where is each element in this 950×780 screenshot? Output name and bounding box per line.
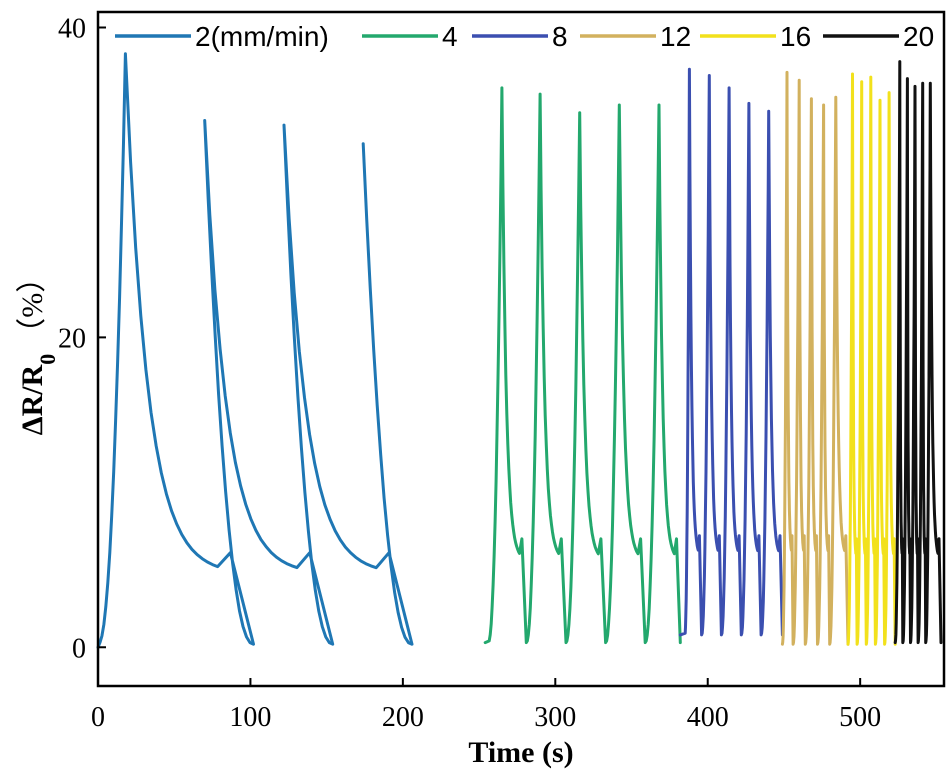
x-tick-label: 0 bbox=[91, 702, 105, 733]
y-axis-title-unit: （%） bbox=[16, 263, 49, 348]
x-tick-label: 100 bbox=[229, 702, 271, 733]
series-line bbox=[678, 67, 784, 637]
series-line bbox=[483, 86, 682, 645]
legend: 2(mm/min) 4 8 12 16 20 bbox=[115, 21, 934, 52]
series-line bbox=[846, 72, 897, 646]
series-line bbox=[780, 70, 850, 646]
legend-label: 12 bbox=[660, 21, 691, 52]
x-tick-label: 400 bbox=[687, 702, 729, 733]
series-line bbox=[96, 52, 414, 649]
y-axis-title-subscript: 0 bbox=[35, 354, 60, 365]
y-axis-title-main: ΔR/R bbox=[16, 364, 49, 435]
plot-lines bbox=[96, 52, 943, 649]
y-axis-title: ΔR/R0 （%） bbox=[16, 263, 60, 435]
x-axis-title: Time (s) bbox=[468, 736, 573, 769]
plot-frame bbox=[96, 10, 946, 688]
series-line bbox=[893, 60, 943, 645]
y-tick-label: 0 bbox=[72, 633, 86, 664]
y-tick-label: 20 bbox=[58, 323, 86, 354]
legend-label: 20 bbox=[903, 21, 934, 52]
y-tick-label: 40 bbox=[58, 13, 86, 44]
legend-label: 2(mm/min) bbox=[195, 21, 329, 52]
legend-label: 16 bbox=[780, 21, 811, 52]
legend-label: 8 bbox=[552, 21, 568, 52]
x-tick-label: 500 bbox=[839, 702, 881, 733]
legend-label: 4 bbox=[442, 21, 458, 52]
axis-ticks: 0 100 200 300 400 500 0 20 40 bbox=[58, 13, 881, 733]
x-tick-label: 300 bbox=[534, 702, 576, 733]
x-tick-label: 200 bbox=[382, 702, 424, 733]
